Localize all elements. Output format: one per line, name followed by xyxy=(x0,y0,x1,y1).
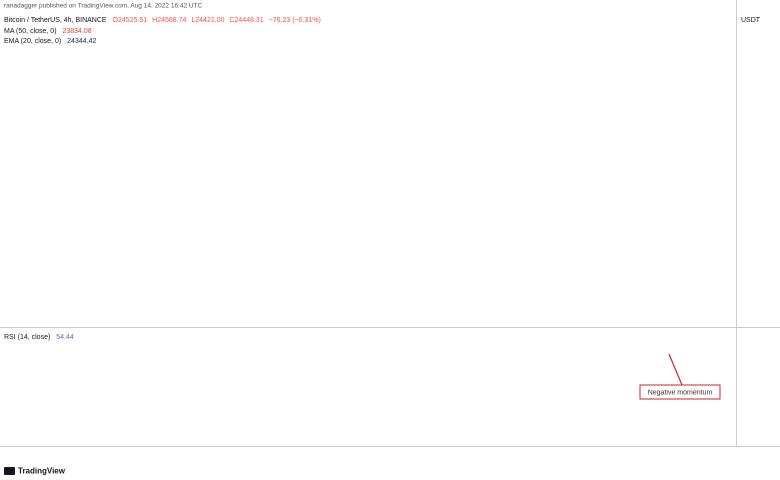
rsi-legend: RSI (14, close) 54.44 xyxy=(4,334,74,341)
ma-value: 23834.08 xyxy=(62,28,91,35)
annotation-box xyxy=(639,384,721,400)
legend-title: Bitcoin / TetherUS, 4h, BINANCE O24525.5… xyxy=(4,17,321,24)
logo-icon xyxy=(4,467,15,475)
open-label: O24525.51 xyxy=(113,17,148,24)
ema-name: EMA (20, close, 0) xyxy=(4,38,61,45)
ema-value: 24344.42 xyxy=(67,38,96,45)
change-label: −76.23 (−0.31%) xyxy=(269,17,321,24)
ma-name: MA (50, close, 0) xyxy=(4,28,57,35)
symbol-title: Bitcoin / TetherUS, 4h, BINANCE xyxy=(4,17,107,24)
annotation-arrow xyxy=(668,353,683,386)
high-label: H24568.74 xyxy=(152,17,186,24)
annotation: Negative momentum xyxy=(648,389,713,396)
low-label: L24421.00 xyxy=(191,17,224,24)
ema-legend: EMA (20, close, 0) 24344.42 xyxy=(4,38,96,45)
publisher: ranadagger published on TradingView.com,… xyxy=(4,3,203,10)
rsi-name: RSI (14, close) xyxy=(4,334,50,341)
ma-legend: MA (50, close, 0) 23834.08 xyxy=(4,28,92,35)
price-unit: USDT xyxy=(741,17,761,24)
brand: TradingView xyxy=(18,467,66,476)
close-label: C24448.31 xyxy=(229,17,263,24)
rsi-value: 54.44 xyxy=(56,334,74,341)
